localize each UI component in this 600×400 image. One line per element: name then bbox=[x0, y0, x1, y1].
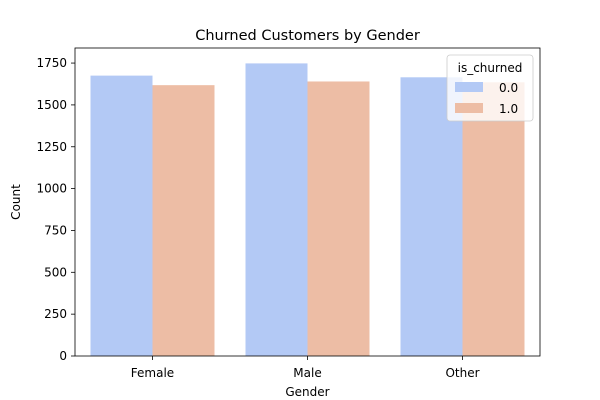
legend-swatch-0.0 bbox=[455, 82, 483, 92]
x-tick-label-male: Male bbox=[293, 366, 321, 380]
y-tick-label: 0 bbox=[59, 349, 67, 363]
legend-title: is_churned bbox=[458, 61, 523, 75]
legend-swatch-1.0 bbox=[455, 103, 483, 113]
bar-female-1.0 bbox=[152, 85, 215, 357]
chart-title: Churned Customers by Gender bbox=[195, 28, 420, 44]
y-tick-label: 750 bbox=[44, 223, 67, 237]
y-tick-label: 1250 bbox=[36, 140, 67, 154]
y-tick-label: 1000 bbox=[36, 182, 67, 196]
legend: is_churned 0.0 1.0 bbox=[446, 54, 534, 122]
y-tick-label: 500 bbox=[44, 265, 67, 279]
plot-frame bbox=[74, 47, 541, 357]
x-tick-label-female: Female bbox=[131, 366, 174, 380]
x-axis-label: Gender bbox=[285, 385, 329, 399]
x-axis: Female Male Other bbox=[131, 356, 480, 380]
bar-other-1.0 bbox=[462, 82, 525, 356]
y-tick-label: 1750 bbox=[36, 56, 67, 70]
bar-male-0.0 bbox=[245, 63, 308, 357]
y-tick-label: 250 bbox=[44, 307, 67, 321]
y-tick-label: 1500 bbox=[36, 98, 67, 112]
bar-male-1.0 bbox=[307, 81, 370, 356]
y-axis: 0 250 500 750 1000 1250 1500 1750 bbox=[36, 56, 75, 363]
bar-female-0.0 bbox=[90, 75, 153, 356]
legend-label-1.0: 1.0 bbox=[499, 102, 518, 116]
bars-group bbox=[90, 63, 525, 357]
legend-label-0.0: 0.0 bbox=[499, 81, 518, 95]
bar-other-0.0 bbox=[400, 77, 463, 356]
x-tick-label-other: Other bbox=[445, 366, 479, 380]
y-axis-label: Count bbox=[9, 184, 23, 220]
